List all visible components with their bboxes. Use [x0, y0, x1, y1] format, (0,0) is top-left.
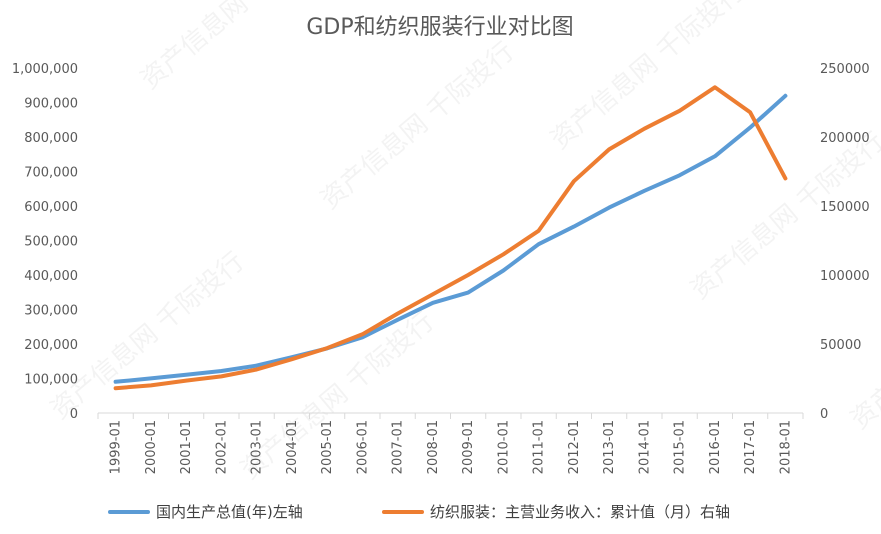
x-tick-label: 2011-01	[532, 420, 547, 474]
left-tick-label: 200,000	[24, 338, 78, 353]
x-tick-label: 2006-01	[355, 420, 370, 474]
x-tick-label: 2018-01	[778, 420, 793, 474]
x-tick-label: 2005-01	[320, 420, 335, 474]
watermark-text: 资产信息网 千际投行	[545, 0, 750, 155]
left-tick-label: 500,000	[24, 235, 78, 250]
left-tick-label: 800,000	[24, 131, 78, 146]
x-tick-label: 2017-01	[743, 420, 758, 474]
x-tick-label: 1999-01	[109, 420, 124, 474]
x-tick-label: 2010-01	[496, 420, 511, 474]
series-line-1	[113, 93, 788, 384]
series-line-2	[113, 85, 788, 391]
x-tick-label: 2004-01	[285, 420, 300, 474]
x-tick-label: 2008-01	[426, 420, 441, 474]
x-tick-label: 2014-01	[637, 420, 652, 474]
legend-label-1: 国内生产总值(年)左轴	[156, 503, 303, 521]
x-tick-label: 2012-01	[567, 420, 582, 474]
series-layer	[113, 85, 788, 391]
x-tick-label: 2000-01	[144, 420, 159, 474]
legend: 国内生产总值(年)左轴 纺织服装：主营业务收入：累计值（月）右轴	[108, 503, 730, 521]
left-tick-label: 1,000,000	[12, 62, 78, 77]
right-tick-label: 250000	[820, 62, 870, 77]
right-tick-label: 50000	[820, 338, 861, 353]
watermark-text: 资产信息网 千际投行	[235, 307, 440, 486]
right-tick-label: 100000	[820, 269, 870, 284]
x-tick-label: 2015-01	[673, 420, 688, 474]
x-tick-label: 2009-01	[461, 420, 476, 474]
right-axis-ticks: 0 50000 100000 150000 200000 250000	[820, 62, 870, 422]
x-tick-label: 2003-01	[250, 420, 265, 474]
right-tick-label: 200000	[820, 131, 870, 146]
right-tick-label: 150000	[820, 200, 870, 215]
x-axis: 1999-01 2000-01 2001-01 2002-01 2003-01 2004-…	[97, 412, 804, 474]
x-tick-label: 2013-01	[602, 420, 617, 474]
x-tick-label: 2007-01	[391, 420, 406, 474]
left-tick-label: 700,000	[24, 166, 78, 181]
x-tick-label: 2016-01	[708, 420, 723, 474]
left-tick-label: 600,000	[24, 200, 78, 215]
right-tick-label: 0	[820, 407, 828, 422]
left-tick-label: 100,000	[24, 373, 78, 388]
left-tick-label: 0	[70, 407, 78, 422]
left-axis-ticks: 0 100,000 200,000 300,000 400,000 500,000 600,…	[12, 62, 78, 422]
legend-label-2: 纺织服装：主营业务收入：累计值（月）右轴	[430, 503, 730, 521]
chart-title: GDP和纺织服装行业对比图	[306, 15, 573, 40]
x-tick-label: 2001-01	[179, 420, 194, 474]
left-tick-label: 300,000	[24, 304, 78, 319]
left-tick-label: 900,000	[24, 97, 78, 112]
left-tick-label: 400,000	[24, 269, 78, 284]
x-tick-label: 2002-01	[214, 420, 229, 474]
watermark-text: 资产信息网 千际投行	[315, 37, 520, 216]
